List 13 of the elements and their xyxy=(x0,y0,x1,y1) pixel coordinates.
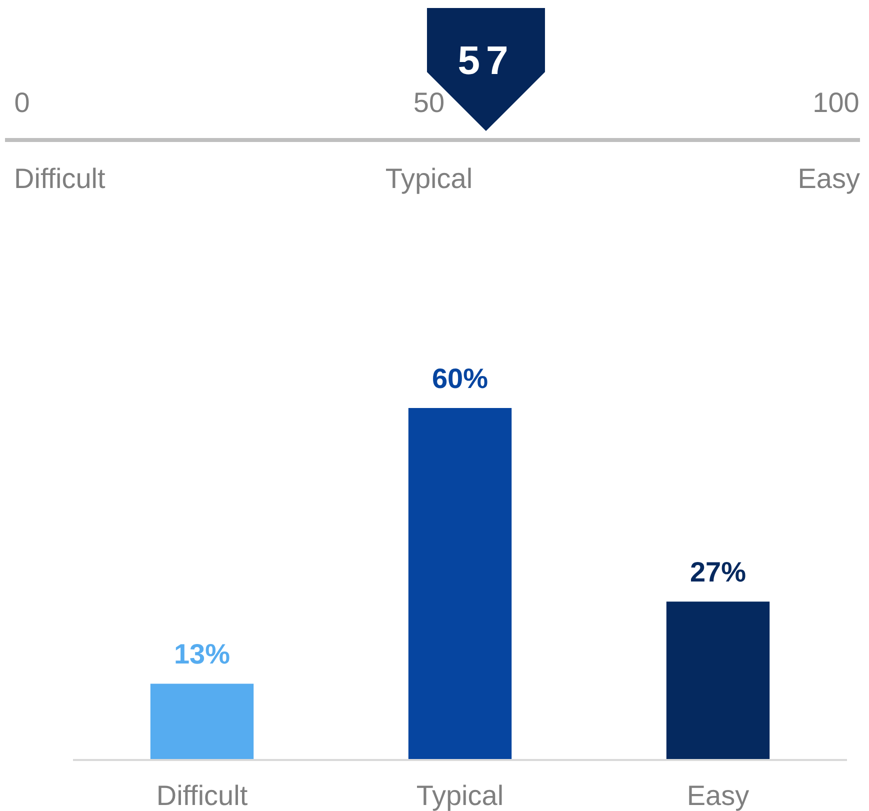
x-tick-label: Typical xyxy=(416,780,504,811)
text: 0 xyxy=(14,87,30,118)
text: 100 xyxy=(812,87,860,118)
data-label: 60% xyxy=(432,363,488,394)
data-label: 13% xyxy=(174,638,230,670)
data-label: 27% xyxy=(690,556,746,588)
data-label: 57 xyxy=(458,39,514,83)
text: Difficult xyxy=(14,163,106,194)
text: Easy xyxy=(798,163,860,194)
text: 50 xyxy=(413,87,445,118)
x-tick-label: Difficult xyxy=(156,780,248,811)
text: Typical xyxy=(385,163,473,194)
x-tick-label: Easy xyxy=(686,780,750,811)
